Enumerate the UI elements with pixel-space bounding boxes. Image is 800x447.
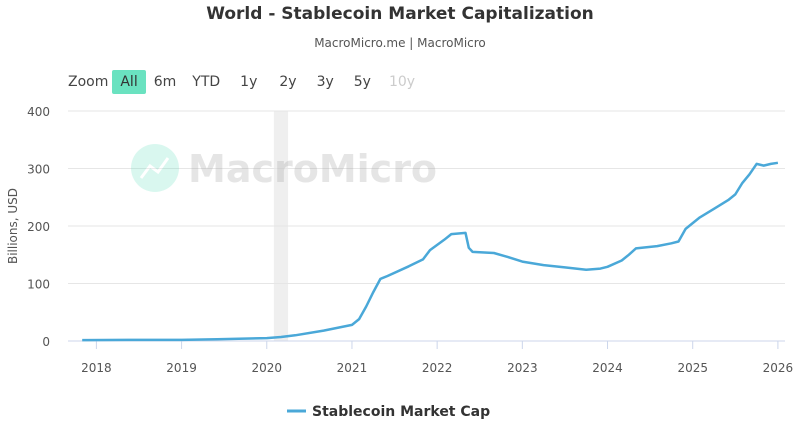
zoom-2y-button[interactable]: 2y	[279, 74, 297, 90]
x-tick-label: 2018	[81, 361, 112, 375]
y-tick-label: 200	[27, 220, 50, 234]
legend-label[interactable]: Stablecoin Market Cap	[312, 404, 490, 420]
watermark-text: MacroMicro	[188, 147, 437, 191]
y-tick-label: 300	[27, 163, 50, 177]
x-tick-label: 2020	[251, 361, 282, 375]
zoom-range-selector: Zoom All 6m YTD 1y 2y 3y 5y 10y	[68, 70, 423, 94]
chart-title: World - Stablecoin Market Capitalization	[206, 4, 594, 24]
zoom-5y-button[interactable]: 5y	[353, 74, 371, 90]
zoom-6m-button[interactable]: 6m	[153, 74, 177, 90]
zoom-1y-button[interactable]: 1y	[240, 74, 258, 90]
chart-subtitle: MacroMicro.me | MacroMicro	[314, 36, 486, 50]
x-tick-label: 2022	[422, 361, 453, 375]
legend[interactable]: Stablecoin Market Cap	[287, 404, 490, 420]
zoom-3y-button[interactable]: 3y	[316, 74, 334, 90]
x-tick-label: 2026	[763, 361, 794, 375]
y-axis-label: Billions, USD	[6, 188, 20, 264]
y-tick-label: 100	[27, 278, 50, 292]
zoom-ytd-button[interactable]: YTD	[192, 74, 221, 90]
zoom-label: Zoom	[68, 74, 109, 90]
x-tick-label: 2025	[677, 361, 708, 375]
zoom-all-button[interactable]: All	[112, 70, 146, 94]
y-tick-label: 400	[27, 105, 50, 119]
x-tick-label: 2024	[592, 361, 623, 375]
zoom-10y-button: 10y	[388, 74, 416, 90]
y-tick-label: 0	[42, 335, 50, 349]
x-tick-label: 2023	[507, 361, 538, 375]
watermark: MacroMicro	[131, 144, 437, 192]
x-tick-label: 2019	[166, 361, 197, 375]
series-line-stablecoin-market-cap[interactable]	[82, 161, 779, 342]
x-tick-label: 2021	[337, 361, 368, 375]
watermark-logo-icon	[131, 144, 179, 192]
